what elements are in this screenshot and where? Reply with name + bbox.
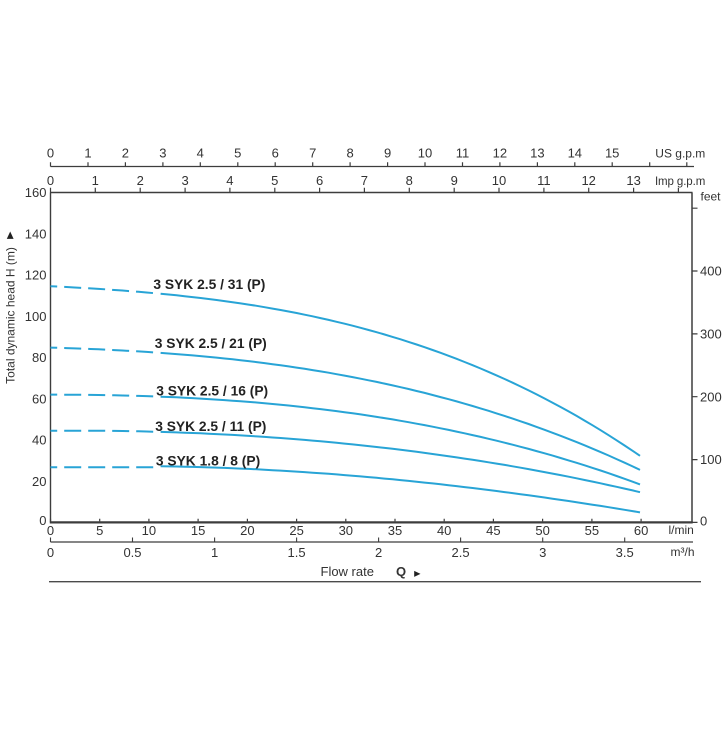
svg-text:m³/h: m³/h	[671, 545, 695, 559]
svg-text:45: 45	[486, 523, 500, 538]
svg-text:6: 6	[316, 173, 323, 188]
svg-text:3: 3	[159, 146, 166, 161]
svg-text:2: 2	[375, 545, 382, 560]
svg-text:Imp g.p.m: Imp g.p.m	[655, 176, 705, 188]
svg-text:3 SYK 2.5 / 21 (P): 3 SYK 2.5 / 21 (P)	[155, 336, 267, 351]
svg-text:12: 12	[581, 173, 595, 188]
svg-text:0: 0	[47, 173, 54, 188]
svg-text:25: 25	[289, 523, 303, 538]
svg-text:2.5: 2.5	[452, 545, 470, 560]
svg-text:1: 1	[92, 173, 99, 188]
svg-text:8: 8	[346, 146, 353, 161]
svg-text:9: 9	[384, 146, 391, 161]
svg-text:10: 10	[418, 146, 432, 161]
svg-text:0: 0	[47, 146, 54, 161]
svg-text:14: 14	[568, 146, 582, 161]
svg-text:40: 40	[32, 433, 46, 448]
svg-text:5: 5	[271, 173, 278, 188]
svg-text:7: 7	[309, 146, 316, 161]
svg-text:0: 0	[47, 545, 54, 560]
svg-text:200: 200	[700, 389, 722, 404]
svg-text:3 SYK 2.5 / 31 (P): 3 SYK 2.5 / 31 (P)	[153, 277, 265, 292]
svg-text:60: 60	[634, 523, 648, 538]
svg-text:120: 120	[25, 268, 47, 283]
svg-text:1.5: 1.5	[288, 545, 306, 560]
svg-text:3 SYK 2.5 / 16 (P): 3 SYK 2.5 / 16 (P)	[156, 383, 268, 398]
svg-text:10: 10	[492, 173, 506, 188]
svg-text:7: 7	[361, 173, 368, 188]
svg-text:8: 8	[406, 173, 413, 188]
svg-text:Flow rate: Flow rate	[321, 564, 374, 579]
svg-text:3: 3	[181, 173, 188, 188]
svg-text:11: 11	[537, 173, 551, 188]
svg-text:5: 5	[234, 146, 241, 161]
svg-text:2: 2	[122, 146, 129, 161]
svg-text:100: 100	[25, 309, 47, 324]
svg-text:35: 35	[388, 523, 402, 538]
svg-text:20: 20	[240, 523, 254, 538]
svg-text:1: 1	[84, 146, 91, 161]
svg-text:60: 60	[32, 391, 46, 406]
svg-text:0: 0	[700, 513, 707, 528]
svg-text:55: 55	[585, 523, 599, 538]
svg-text:15: 15	[191, 523, 205, 538]
svg-text:1: 1	[211, 545, 218, 560]
svg-text:400: 400	[700, 264, 722, 279]
svg-text:160: 160	[25, 185, 47, 200]
svg-text:4: 4	[226, 173, 233, 188]
svg-text:15: 15	[605, 146, 619, 161]
svg-text:40: 40	[437, 523, 451, 538]
svg-text:US g.p.m: US g.p.m	[655, 147, 705, 161]
svg-text:Total dynamic head H (m): Total dynamic head H (m)	[3, 247, 17, 384]
svg-text:300: 300	[700, 327, 722, 342]
svg-text:0: 0	[39, 513, 46, 528]
svg-text:0: 0	[47, 523, 54, 538]
svg-text:0.5: 0.5	[123, 545, 141, 560]
svg-text:10: 10	[142, 523, 156, 538]
svg-text:Q: Q	[396, 564, 406, 579]
svg-text:140: 140	[25, 226, 47, 241]
svg-text:3: 3	[539, 545, 546, 560]
svg-text:100: 100	[700, 452, 722, 467]
svg-text:5: 5	[96, 523, 103, 538]
svg-text:20: 20	[32, 474, 46, 489]
svg-text:13: 13	[530, 146, 544, 161]
svg-text:2: 2	[137, 173, 144, 188]
svg-text:3 SYK 1.8 / 8 (P): 3 SYK 1.8 / 8 (P)	[156, 454, 260, 469]
svg-text:11: 11	[456, 146, 470, 161]
svg-text:13: 13	[626, 173, 640, 188]
svg-text:6: 6	[272, 146, 279, 161]
svg-text:l/min: l/min	[669, 523, 694, 537]
svg-text:3.5: 3.5	[616, 545, 634, 560]
svg-text:3 SYK 2.5 / 11 (P): 3 SYK 2.5 / 11 (P)	[155, 419, 266, 434]
svg-text:50: 50	[535, 523, 549, 538]
svg-text:feet: feet	[701, 190, 722, 204]
svg-text:12: 12	[493, 146, 507, 161]
svg-text:80: 80	[32, 350, 46, 365]
svg-text:4: 4	[197, 146, 204, 161]
svg-text:9: 9	[451, 173, 458, 188]
svg-text:30: 30	[339, 523, 353, 538]
